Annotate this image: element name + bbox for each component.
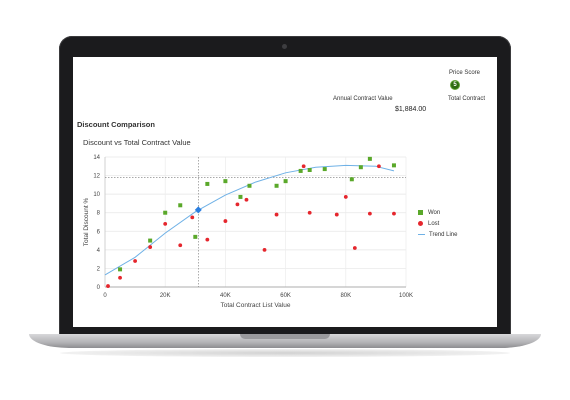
won-point [391, 163, 396, 168]
lost-point [190, 215, 195, 220]
legend-item-trend[interactable]: Trend Line [418, 229, 457, 240]
won-point [247, 183, 252, 188]
lost-point [178, 243, 183, 248]
chart-legend: Won Lost Trend Line [418, 207, 457, 240]
x-tick-label: 80K [340, 293, 351, 299]
price-score-badge: 5 [450, 80, 460, 90]
lost-point [334, 212, 339, 217]
won-point [367, 156, 372, 161]
laptop-notch [240, 334, 330, 339]
x-tick-label: 40K [220, 293, 231, 299]
lost-point [118, 275, 122, 280]
laptop-base [29, 334, 541, 348]
lost-point [133, 259, 137, 263]
legend-label-lost: Lost [428, 220, 440, 227]
won-point [178, 203, 183, 208]
laptop-shadow [60, 349, 510, 357]
lost-point [163, 221, 168, 226]
y-tick-label: 10 [93, 192, 100, 198]
lost-point [262, 247, 267, 252]
won-point [358, 165, 363, 170]
x-tick-label: 0 [103, 293, 107, 299]
won-point [283, 179, 288, 184]
won-marker-icon [418, 210, 423, 215]
legend-label-won: Won [428, 209, 441, 216]
lost-point [274, 212, 279, 217]
won-point [223, 179, 228, 184]
lost-point [377, 164, 381, 169]
price-score-label: Price Score [449, 70, 481, 76]
highlighted-point [194, 206, 202, 214]
won-point [349, 177, 354, 182]
y-tick-label: 14 [93, 155, 100, 161]
trend-line-icon [418, 234, 425, 235]
legend-label-trend: Trend Line [429, 231, 458, 238]
y-tick-label: 6 [97, 229, 101, 235]
lost-point [301, 164, 306, 169]
lost-point [205, 237, 210, 242]
lost-point [307, 210, 312, 215]
y-tick-label: 8 [97, 211, 101, 217]
legend-item-lost[interactable]: Lost [418, 218, 457, 229]
x-axis-label: Total Contract List Value [221, 302, 291, 309]
scatter-chart: 0 2 4 6 8 10 12 14 0 20K 40K 60K 80K 100K Total Contra… [83, 155, 413, 309]
annual-contract-value-label: Annual Contract Value [333, 96, 393, 102]
camera-icon [282, 44, 287, 49]
y-tick-label: 4 [97, 248, 101, 254]
lost-marker-icon [418, 221, 423, 226]
x-tick-label: 20K [160, 293, 171, 299]
won-point [274, 183, 279, 188]
lost-point [223, 219, 228, 223]
lost-point [343, 195, 348, 199]
lost-point [106, 284, 110, 288]
legend-item-won[interactable]: Won [418, 207, 457, 218]
won-point [238, 194, 243, 199]
lost-point [244, 197, 249, 202]
total-contract-label: Total Contract [448, 96, 486, 102]
won-point [193, 234, 198, 239]
laptop-screen: Price Score 5 Total Contract Annual Cont… [73, 57, 497, 327]
won-point [148, 238, 153, 243]
lost-point [392, 211, 396, 216]
y-axis-label: Total Discount % [83, 198, 90, 247]
annual-contract-value: $1,884.00 [395, 106, 427, 113]
y-tick-label: 12 [93, 174, 100, 180]
y-tick-label: 2 [97, 266, 101, 272]
lost-point [235, 202, 240, 207]
won-point [322, 167, 327, 172]
x-tick-label: 60K [280, 293, 291, 299]
won-point [163, 210, 168, 215]
won-point [298, 168, 303, 173]
lost-point [367, 211, 372, 216]
lost-point [148, 245, 153, 249]
won-point [205, 181, 210, 186]
lost-point [352, 246, 357, 250]
y-tick-label: 0 [97, 285, 101, 291]
section-title: Discount Comparison [77, 120, 155, 129]
x-tick-label: 100K [399, 293, 413, 299]
won-point [118, 267, 123, 272]
won-point [307, 168, 312, 172]
trend-line [104, 164, 395, 276]
chart-title: Discount vs Total Contract Value [83, 138, 191, 147]
